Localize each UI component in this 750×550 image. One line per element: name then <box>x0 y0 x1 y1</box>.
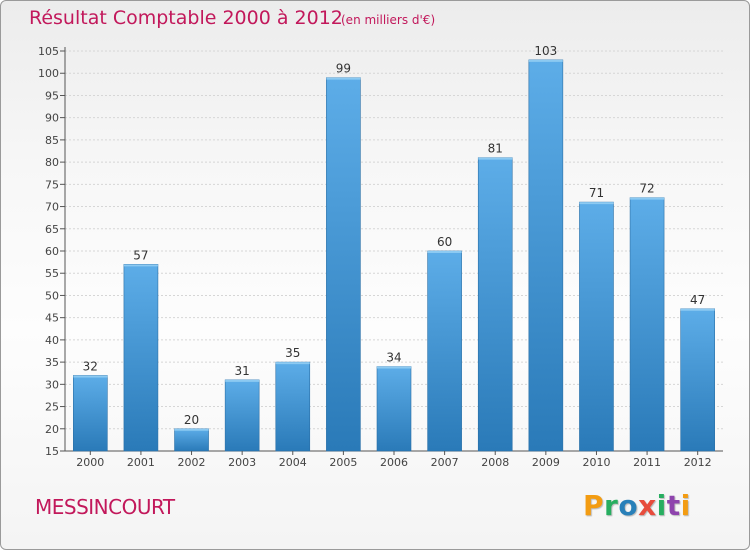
bar <box>224 379 260 452</box>
data-label: 34 <box>386 351 401 365</box>
bar <box>528 59 564 452</box>
y-tick-label: 30 <box>45 378 59 391</box>
bar <box>680 308 715 452</box>
x-tick-label: 2012 <box>684 456 712 469</box>
bar <box>427 250 462 452</box>
y-tick-label: 55 <box>45 267 59 280</box>
data-label: 57 <box>133 248 148 262</box>
y-tick-label: 65 <box>45 223 59 236</box>
bar <box>629 197 665 452</box>
y-tick-label: 75 <box>45 178 59 191</box>
logo-letter: i <box>656 489 667 522</box>
data-label: 47 <box>690 293 705 307</box>
logo-letter: P <box>583 489 605 522</box>
logo-letter: r <box>604 489 619 522</box>
data-label: 81 <box>488 142 503 156</box>
data-label: 71 <box>589 186 604 200</box>
chart-title: Résultat Comptable 2000 à 2012 <box>29 7 343 29</box>
x-tick-label: 2009 <box>532 456 560 469</box>
data-label: 99 <box>336 62 351 76</box>
x-tick-label: 2004 <box>279 456 307 469</box>
x-tick-label: 2006 <box>380 456 408 469</box>
x-tick-label: 2002 <box>178 456 206 469</box>
y-tick-label: 90 <box>45 112 59 125</box>
bar <box>326 77 361 452</box>
x-tick-label: 2008 <box>481 456 509 469</box>
data-label: 103 <box>534 44 557 58</box>
logo-letter: t <box>666 489 681 522</box>
y-tick-label: 105 <box>38 45 59 58</box>
data-label: 32 <box>83 359 98 373</box>
bar <box>73 375 108 452</box>
x-tick-label: 2011 <box>633 456 661 469</box>
bar <box>174 428 209 452</box>
data-label: 60 <box>437 235 452 249</box>
y-tick-label: 25 <box>45 401 59 414</box>
bar <box>123 264 159 452</box>
bar <box>477 157 513 452</box>
x-tick-label: 2010 <box>582 456 610 469</box>
x-tick-label: 2000 <box>76 456 104 469</box>
y-tick-label: 40 <box>45 334 59 347</box>
y-tick-label: 45 <box>45 312 59 325</box>
proxiti-logo: Proxiti <box>583 489 691 522</box>
logo-letter: i <box>680 489 691 522</box>
data-label: 35 <box>285 346 300 360</box>
x-tick-label: 2007 <box>431 456 459 469</box>
y-tick-label: 20 <box>45 423 59 436</box>
y-tick-label: 95 <box>45 89 59 102</box>
data-label: 20 <box>184 413 199 427</box>
chart-subtitle: (en milliers d'€) <box>341 13 436 27</box>
logo-letter: x <box>638 489 657 522</box>
y-tick-label: 80 <box>45 156 59 169</box>
data-label: 31 <box>235 364 250 378</box>
bar <box>275 361 311 452</box>
y-tick-label: 35 <box>45 356 59 369</box>
x-tick-label: 2001 <box>127 456 155 469</box>
commune-name: MESSINCOURT <box>35 495 175 519</box>
y-tick-label: 60 <box>45 245 59 258</box>
y-tick-label: 50 <box>45 289 59 302</box>
bar <box>579 201 614 452</box>
y-tick-label: 70 <box>45 201 59 214</box>
y-tick-label: 85 <box>45 134 59 147</box>
data-label: 72 <box>639 182 654 196</box>
x-tick-label: 2003 <box>228 456 256 469</box>
y-tick-label: 15 <box>45 445 59 458</box>
x-tick-label: 2005 <box>329 456 357 469</box>
logo-letter: o <box>618 489 639 522</box>
y-tick-label: 100 <box>38 67 59 80</box>
bar <box>376 366 412 452</box>
